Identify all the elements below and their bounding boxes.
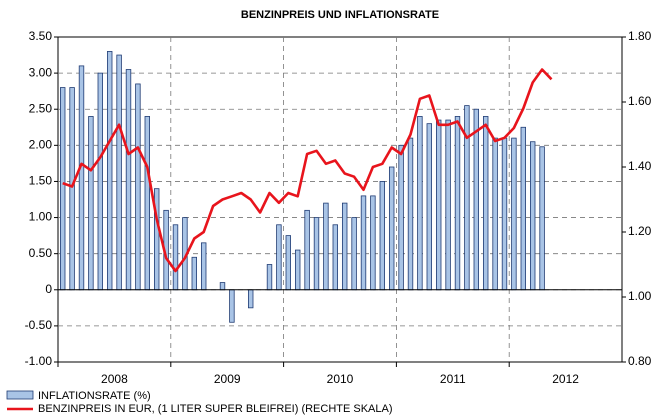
bar — [144, 116, 150, 291]
x-tick-label: 2010 — [327, 372, 354, 386]
y-tick-label: 3.00 — [29, 65, 53, 79]
bar — [426, 123, 432, 291]
bar — [539, 146, 545, 291]
y2-tick-label: 0.80 — [628, 354, 652, 368]
plot-frame — [57, 36, 623, 363]
bar — [520, 126, 526, 291]
bar — [473, 108, 479, 291]
bar — [398, 144, 404, 291]
bar — [97, 72, 103, 291]
bar — [407, 137, 414, 291]
bar — [435, 119, 442, 291]
x-tick-label: 2009 — [214, 372, 241, 386]
bar — [351, 217, 357, 291]
y-tick-label: 2.50 — [29, 101, 53, 115]
chart-title: BENZINPREIS UND INFLATIONSRATE — [241, 9, 439, 21]
line-series — [62, 68, 553, 273]
y2-tick-label: 1.20 — [628, 224, 652, 238]
bar — [417, 116, 423, 291]
bar — [360, 195, 367, 291]
bar — [492, 137, 498, 291]
bar — [200, 242, 207, 291]
x-tick-label: 2012 — [552, 372, 579, 386]
bar — [60, 87, 66, 291]
bar — [229, 289, 235, 323]
bar — [191, 256, 197, 291]
bar — [332, 224, 338, 291]
bar — [530, 141, 536, 291]
y2-tick-label: 1.60 — [628, 94, 652, 108]
x-tick-label: 2008 — [101, 372, 128, 386]
bar — [219, 282, 226, 291]
bar — [313, 217, 320, 291]
y2-tick-label: 1.80 — [628, 29, 652, 43]
legend-swatch-bar — [6, 390, 34, 400]
y2-tick-label: 1.40 — [628, 159, 652, 173]
bar — [323, 202, 329, 291]
bar — [107, 51, 113, 291]
bar — [482, 116, 489, 291]
bar — [135, 83, 141, 291]
bar — [341, 202, 348, 291]
y2-tick-label: 1.00 — [628, 289, 652, 303]
bar — [276, 224, 282, 291]
y-tick-label: 2.00 — [29, 138, 53, 152]
y-tick-label: 3.50 — [29, 29, 53, 43]
bar — [511, 137, 517, 291]
y-tick-label: -0.50 — [25, 318, 53, 332]
bar — [445, 119, 451, 291]
bar — [501, 137, 508, 291]
bar — [285, 235, 291, 291]
x-tick-label: 2011 — [440, 372, 466, 386]
y-tick-label: -1.00 — [25, 354, 53, 368]
bar — [78, 65, 85, 291]
bar — [125, 69, 132, 291]
bar — [69, 87, 75, 291]
bar — [266, 264, 273, 291]
y-tick-label: 0.50 — [29, 246, 53, 260]
bar — [388, 166, 395, 291]
bar — [304, 209, 310, 291]
bar — [116, 54, 122, 291]
y-tick-label: 1.50 — [29, 174, 53, 188]
y-tick-label: 1.00 — [29, 210, 53, 224]
bar — [454, 116, 461, 291]
bar — [379, 181, 385, 291]
bar — [370, 195, 376, 291]
legend-label: INFLATIONSRATE (%) — [38, 390, 151, 402]
bar — [172, 224, 179, 291]
bar — [247, 289, 254, 309]
bar — [88, 116, 94, 291]
y-tick-label: 0 — [45, 282, 52, 296]
legend-label: BENZINPREIS IN EUR, (1 LITER SUPER BLEIF… — [38, 403, 393, 415]
bar — [294, 249, 301, 291]
